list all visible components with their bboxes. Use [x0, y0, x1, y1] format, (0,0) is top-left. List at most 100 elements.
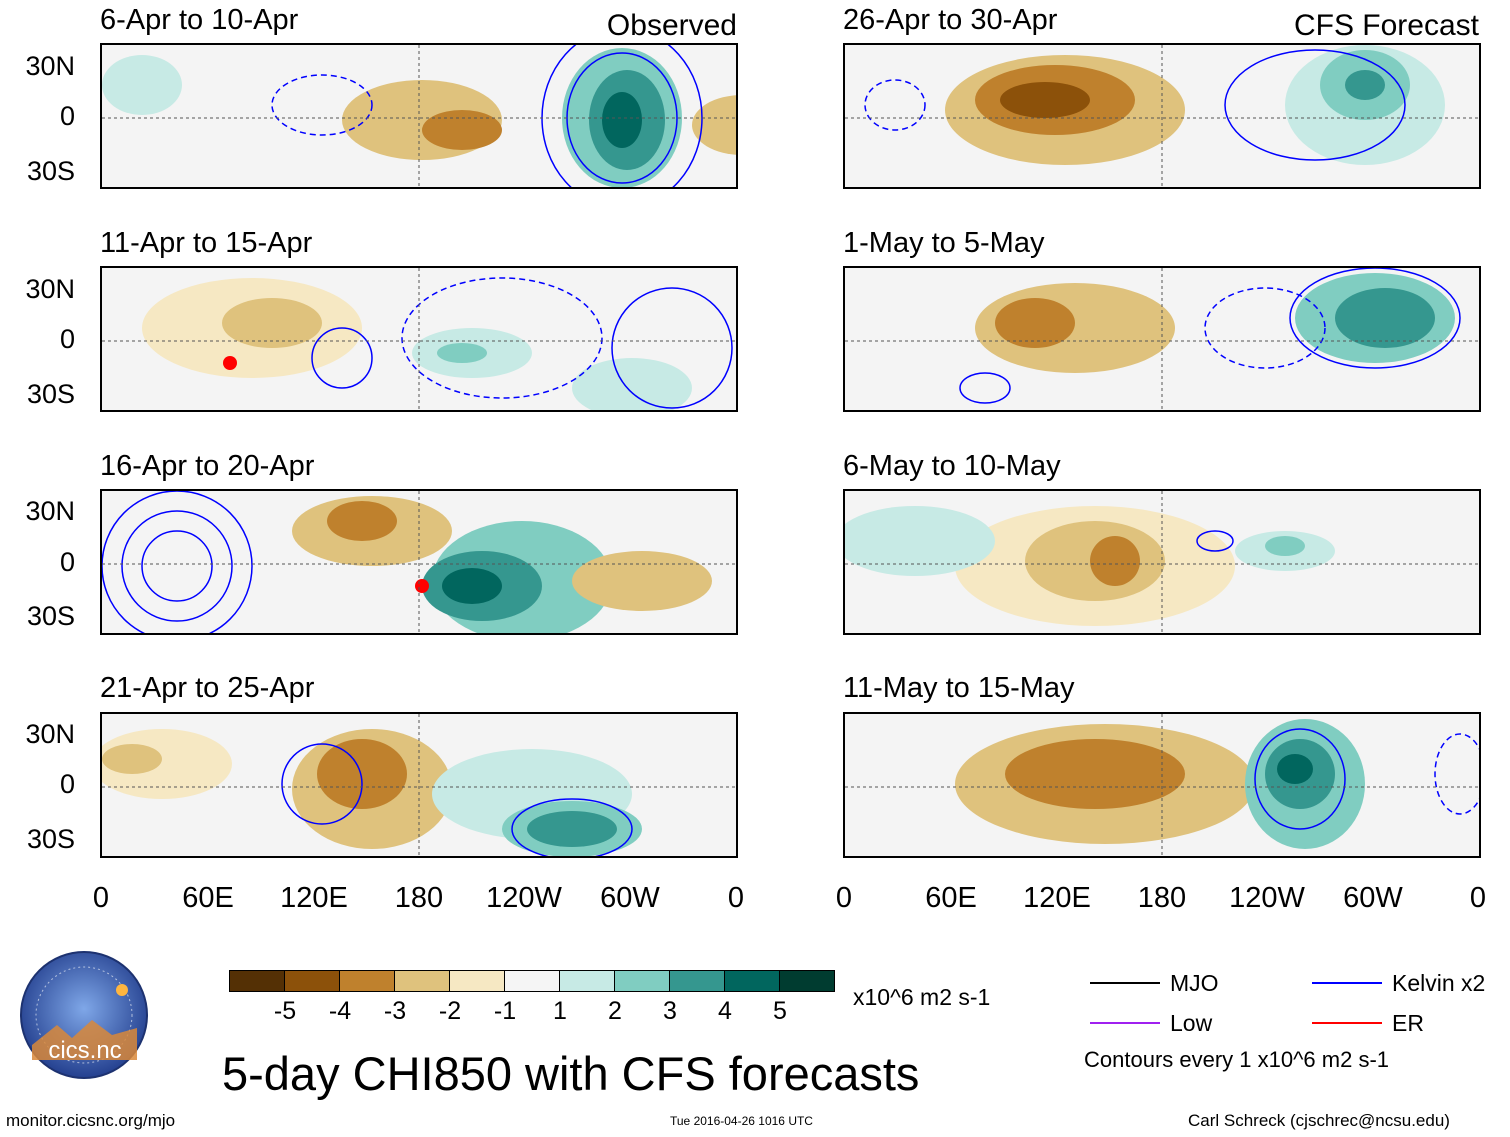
kelvin-contour: [311, 327, 373, 389]
lon-label: 0: [1469, 882, 1487, 914]
map-panel: [843, 266, 1481, 412]
map-panel: [100, 712, 738, 858]
lon-label: 0: [835, 882, 853, 914]
anomaly-blob: [1345, 70, 1385, 100]
colorbar-cell: [449, 970, 505, 992]
map-field: [102, 268, 736, 410]
colorbar-label: 3: [663, 997, 677, 1025]
kelvin-contour: [1434, 733, 1479, 815]
colorbar-label: -3: [383, 997, 407, 1025]
anomaly-blob: [572, 551, 712, 611]
colorbar-label: 5: [773, 997, 787, 1025]
map-panel: [100, 489, 738, 635]
lon-label: 60W: [1343, 882, 1403, 914]
lat-label: 0: [59, 324, 75, 354]
anomaly-blob: [1335, 288, 1435, 348]
lon-label: 120W: [1229, 882, 1305, 914]
map-panel: [100, 43, 738, 189]
anomaly-blob: [1005, 739, 1185, 809]
logo-text: cics.nc: [48, 1037, 122, 1064]
anomaly-blob: [442, 568, 502, 604]
footer-timestamp: Tue 2016-04-26 1016 UTC: [670, 1114, 813, 1128]
colorbar-cell: [504, 970, 560, 992]
kelvin-contour: [121, 510, 233, 622]
lat-label: 30S: [26, 156, 75, 186]
lon-label: 120E: [1023, 882, 1091, 914]
lon-label: 180: [394, 882, 444, 914]
map-panel: [100, 266, 738, 412]
footer-url[interactable]: monitor.cicsnc.org/mjo: [6, 1111, 176, 1130]
panel-tag: Observed: [606, 9, 737, 42]
anomaly-blob: [845, 506, 995, 576]
lat-label: 30S: [26, 824, 75, 854]
map-field: [845, 491, 1479, 633]
kelvin-contour: [1254, 728, 1346, 830]
kelvin-contour: [1204, 287, 1326, 369]
anomaly-blob: [327, 501, 397, 541]
map-panel: [843, 489, 1481, 635]
colorbar-label: 2: [608, 997, 622, 1025]
lon-label: 120W: [486, 882, 562, 914]
colorbar-label: -1: [493, 997, 517, 1025]
panel-title: 6-May to 10-May: [843, 450, 1061, 482]
panel-title: 21-Apr to 25-Apr: [100, 672, 315, 704]
anomaly-blob: [995, 298, 1075, 348]
kelvin-contour: [1224, 49, 1406, 161]
lat-label: 30N: [25, 274, 75, 304]
lon-label: 180: [1137, 882, 1187, 914]
lon-label: 120E: [280, 882, 348, 914]
anomaly-blob: [1277, 754, 1313, 784]
legend-note: Contours every 1 x10^6 m2 s-1: [1084, 1047, 1390, 1072]
panel-title: 11-Apr to 15-Apr: [100, 227, 313, 259]
anomaly-blob: [1000, 82, 1090, 118]
anomaly-blob: [602, 92, 642, 148]
panel-title: 1-May to 5-May: [843, 227, 1045, 259]
colorbar-label: -2: [438, 997, 462, 1025]
lat-label: 30S: [26, 379, 75, 409]
panel-title: 11-May to 15-May: [843, 672, 1075, 704]
kelvin-contour: [1196, 530, 1234, 552]
anomaly-blob: [527, 811, 617, 847]
map-field: [845, 714, 1479, 856]
colorbar-cell: [394, 970, 450, 992]
legend-swatch-er: [1312, 1022, 1382, 1024]
anomaly-blob: [437, 343, 487, 363]
lat-label: 0: [59, 769, 75, 799]
panel-tag: CFS Forecast: [1293, 9, 1479, 42]
footer-author[interactable]: Carl Schreck (cjschrec@ncsu.edu): [1188, 1111, 1450, 1130]
anomaly-blob: [1090, 536, 1140, 586]
colorbar-cell: [229, 970, 285, 992]
colorbar-cell: [614, 970, 670, 992]
legend-label-mjo: MJO: [1170, 970, 1219, 996]
kelvin-contour: [611, 287, 733, 409]
cics-logo: cics.nc: [12, 950, 157, 1080]
colorbar-cell: [724, 970, 780, 992]
lon-label: 0: [92, 882, 110, 914]
anomaly-blob: [317, 739, 407, 809]
colorbar-cell: [779, 970, 835, 992]
lat-label: 30N: [25, 496, 75, 526]
colorbar: [229, 970, 835, 992]
legend-swatch-mjo: [1090, 982, 1160, 984]
colorbar-units: x10^6 m2 s-1: [853, 984, 991, 1010]
map-field: [102, 491, 736, 633]
colorbar-label: 1: [553, 997, 567, 1025]
lat-label: 30N: [25, 719, 75, 749]
panel-title: 16-Apr to 20-Apr: [100, 450, 315, 482]
map-field: [845, 45, 1479, 187]
colorbar-label: -5: [273, 997, 297, 1025]
kelvin-contour: [271, 74, 373, 136]
lon-label: 0: [727, 882, 745, 914]
colorbar-cell: [339, 970, 395, 992]
kelvin-contour: [1289, 268, 1461, 369]
kelvin-contour: [511, 798, 633, 856]
lon-label: 60E: [182, 882, 234, 914]
map-panel: [843, 43, 1481, 189]
legend-label-er: ER: [1392, 1010, 1424, 1036]
legend-label-low: Low: [1170, 1010, 1213, 1036]
figure-title: 5-day CHI850 with CFS forecasts: [222, 1047, 920, 1100]
lat-label: 30S: [26, 601, 75, 631]
legend-swatch-kelvin: [1312, 982, 1382, 984]
anomaly-blob: [102, 55, 182, 115]
map-panel: [843, 712, 1481, 858]
